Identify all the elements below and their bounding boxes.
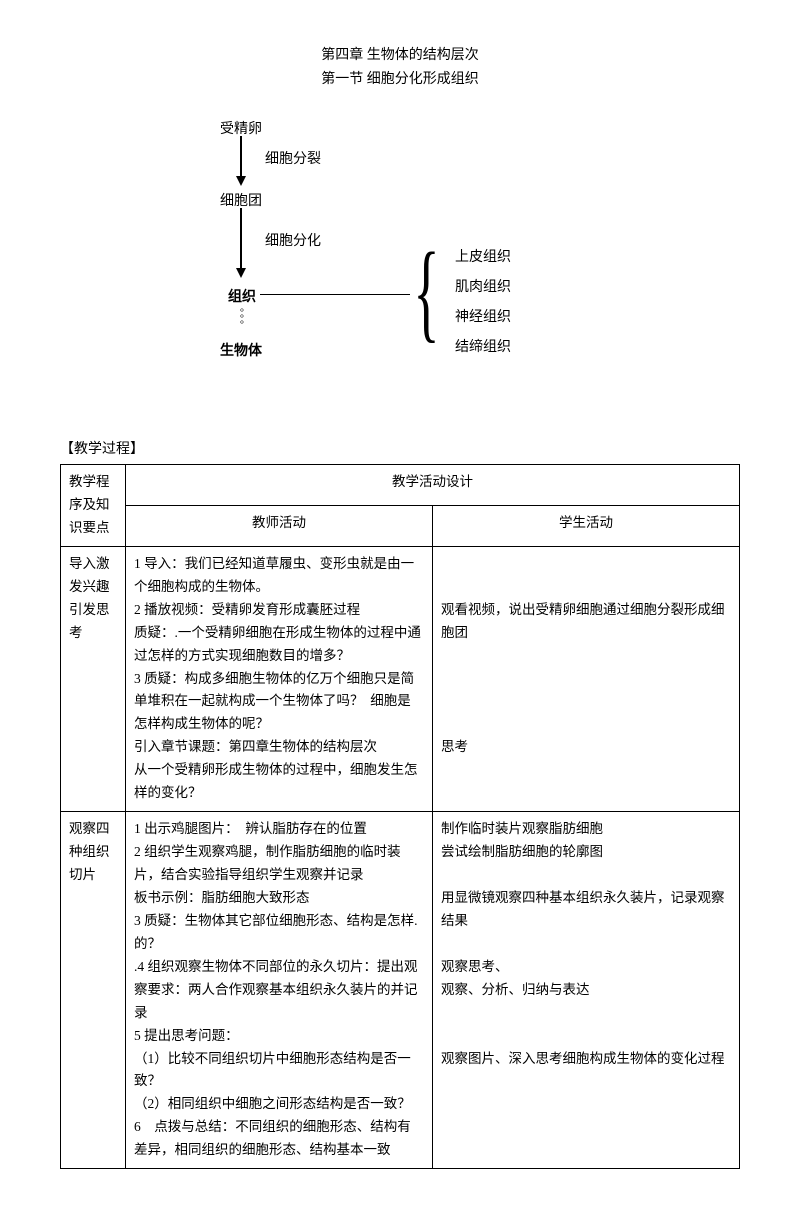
edge-label-differentiation: 细胞分化 [265,230,321,250]
header-student: 学生活动 [433,505,740,546]
dotted-line: 。。。 [240,306,250,324]
row2-teacher: 1 出示鸡腿图片： 辨认脂肪存在的位置 2 组织学生观察鸡腿，制作脂肪细胞的临时… [126,812,433,1169]
flowchart: 受精卵 细胞分裂 细胞团 细胞分化 组织 。。。 生物体 { 上皮组织 肌肉组织… [60,108,740,428]
arrow-line [240,208,242,268]
header-teacher: 教师活动 [126,505,433,546]
row1-student: 观看视频，说出受精卵细胞通过细胞分裂形成细胞团 思考 [433,546,740,811]
row2-label: 观察四种组织切片 [61,812,126,1169]
row2-student: 制作临时装片观察脂肪细胞 尝试绘制脂肪细胞的轮廓图 用显微镜观察四种基本组织永久… [433,812,740,1169]
arrow-head [236,176,246,186]
chapter-title: 第四章 生物体的结构层次 [60,44,740,64]
arrow-head [236,268,246,278]
edge-label-division: 细胞分裂 [265,148,321,168]
row1-label: 导入激发兴趣引发思考 [61,546,126,811]
process-section-label: 【教学过程】 [60,438,740,458]
node-fertilized-egg: 受精卵 [220,118,262,138]
node-organism: 生物体 [220,340,262,360]
teaching-process-table: 教学程序及知识要点 教学活动设计 教师活动 学生活动 导入激发兴趣引发思考 1 … [60,464,740,1169]
connector-line [260,294,410,295]
tissue-connective: 结缔组织 [455,336,511,356]
header-procedure: 教学程序及知识要点 [61,465,126,547]
brace-icon: { [413,236,439,346]
arrow-line [240,136,242,176]
tissue-muscle: 肌肉组织 [455,276,511,296]
table-row: 导入激发兴趣引发思考 1 导入：我们已经知道草履虫、变形虫就是由一个细胞构成的生… [61,546,740,811]
table-row: 观察四种组织切片 1 出示鸡腿图片： 辨认脂肪存在的位置 2 组织学生观察鸡腿，… [61,812,740,1169]
tissue-nervous: 神经组织 [455,306,511,326]
section-title: 第一节 细胞分化形成组织 [60,68,740,88]
tissue-epithelial: 上皮组织 [455,246,511,266]
node-cell-cluster: 细胞团 [220,190,262,210]
header-activity-design: 教学活动设计 [126,465,740,506]
row1-teacher: 1 导入：我们已经知道草履虫、变形虫就是由一个细胞构成的生物体。 2 播放视频：… [126,546,433,811]
